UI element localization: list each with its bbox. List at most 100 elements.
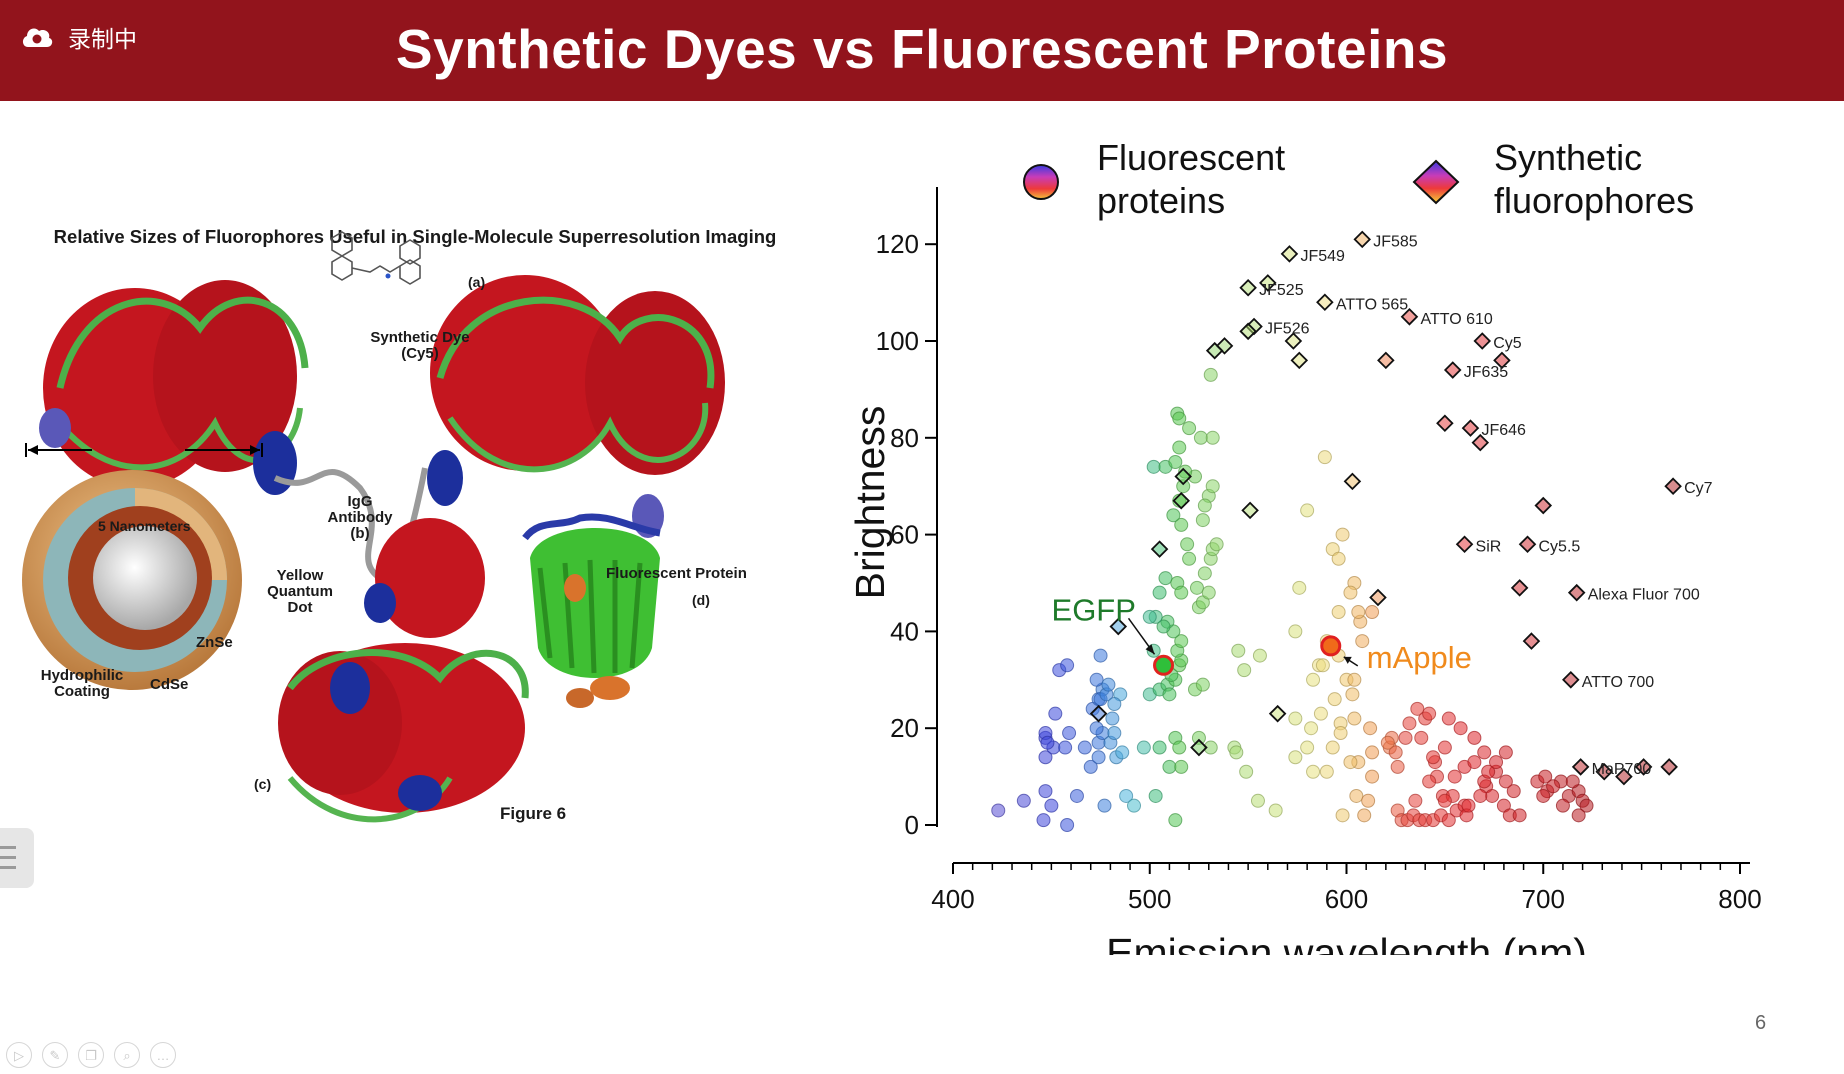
- figure-title: Relative Sizes of Fluorophores Useful in…: [53, 226, 777, 247]
- protein-point: [1300, 503, 1315, 518]
- copy-icon[interactable]: ❐: [78, 1042, 104, 1068]
- fluorophore-label: ATTO 565: [1336, 296, 1408, 313]
- protein-point: [1089, 672, 1104, 687]
- protein-point: [1477, 745, 1492, 760]
- protein-point: [1182, 551, 1197, 566]
- y-tick-label: 40: [890, 616, 919, 646]
- protein-point: [1091, 750, 1106, 765]
- protein-point: [1380, 735, 1395, 750]
- pen-icon[interactable]: ✎: [42, 1042, 68, 1068]
- protein-point: [1089, 721, 1104, 736]
- protein-point: [1506, 784, 1521, 799]
- znse-label: ZnSe: [196, 634, 233, 651]
- fluorophore-point: [1493, 351, 1511, 370]
- fluorophore-point: [1510, 579, 1529, 597]
- cy5-molecule-illustration: [331, 231, 421, 285]
- protein-point: [1347, 672, 1362, 687]
- x-tick-label: 400: [931, 884, 974, 914]
- mapple-highlight-point: [1320, 635, 1342, 657]
- protein-point: [1107, 697, 1122, 711]
- protein-point: [1579, 798, 1594, 813]
- protein-point: [1335, 808, 1350, 823]
- fluorophore-point: [1284, 332, 1303, 350]
- presentation-toolbar: ▷ ✎ ❐ ⌕ …: [6, 1042, 176, 1068]
- protein-point: [1136, 740, 1151, 755]
- protein-point: [1197, 498, 1212, 513]
- fluorophore-point: [1567, 583, 1586, 602]
- fluorophore-point: [1436, 414, 1454, 433]
- protein-point: [1441, 711, 1456, 726]
- protein-point: [1069, 788, 1084, 803]
- protein-point: [1172, 440, 1187, 455]
- protein-point: [1306, 764, 1321, 779]
- fluorophore-point: [1150, 540, 1169, 558]
- protein-point: [1512, 808, 1527, 823]
- protein-point: [1268, 803, 1283, 818]
- fluorophore-point: [1455, 535, 1474, 554]
- fluorophore-label: Cy5.5: [1539, 538, 1581, 555]
- fluorophore-point: [1595, 762, 1614, 781]
- fluorophore-point: [1343, 472, 1362, 491]
- fluorophore-point: [1290, 351, 1309, 370]
- protein-point: [1331, 605, 1346, 620]
- protein-point: [1473, 788, 1488, 803]
- title-bar: [0, 0, 1844, 101]
- protein-point: [1306, 672, 1321, 687]
- synthetic-dye-label: Synthetic Dye (Cy5): [370, 329, 470, 362]
- protein-point: [1250, 793, 1265, 808]
- protein-point: [1453, 721, 1468, 736]
- protein-point: [1426, 750, 1441, 765]
- fluorophore-point: [1239, 278, 1257, 297]
- fluorophore-point: [1089, 704, 1108, 723]
- protein-point: [1197, 566, 1212, 581]
- protein-point: [1152, 740, 1167, 755]
- fluorophore-point: [1562, 671, 1580, 689]
- more-icon[interactable]: …: [150, 1042, 176, 1068]
- protein-point: [1300, 740, 1315, 755]
- protein-point: [1343, 585, 1358, 600]
- protein-point: [1162, 759, 1177, 774]
- protein-point: [1229, 745, 1244, 760]
- protein-point: [1195, 513, 1210, 528]
- protein-point: [1317, 450, 1332, 465]
- protein-point: [1174, 634, 1189, 649]
- recording-label: 录制中: [68, 27, 137, 53]
- protein-point: [1422, 774, 1437, 789]
- protein-point: [1146, 459, 1161, 474]
- protein-point: [1172, 740, 1187, 755]
- protein-point: [1365, 605, 1380, 620]
- protein-point: [1441, 813, 1456, 828]
- sidebar-toggle-button[interactable]: [0, 828, 34, 888]
- fluorophore-point: [1190, 738, 1208, 757]
- protein-point: [1481, 764, 1496, 779]
- zoom-icon[interactable]: ⌕: [114, 1042, 140, 1068]
- protein-point: [1347, 711, 1362, 726]
- protein-point: [1571, 808, 1586, 823]
- play-icon[interactable]: ▷: [6, 1042, 32, 1068]
- x-tick-label: 600: [1325, 884, 1368, 914]
- protein-point: [1201, 585, 1216, 600]
- protein-point: [1327, 692, 1342, 707]
- protein-point: [1040, 735, 1055, 750]
- recording-indicator[interactable]: 录制中: [20, 20, 137, 54]
- x-tick-label: 800: [1718, 884, 1761, 914]
- legend-label-line: Fluorescent: [1097, 137, 1285, 178]
- fluorophore-label: JF646: [1481, 422, 1526, 439]
- y-tick-label: 0: [905, 810, 919, 840]
- protein-point: [1119, 788, 1134, 803]
- fluorophore-point: [1461, 419, 1480, 437]
- protein-point: [1193, 430, 1208, 445]
- fluorophore-size-figure: [22, 231, 725, 823]
- cloud-record-icon: [22, 28, 53, 47]
- protein-point: [1288, 624, 1303, 639]
- protein-point: [1536, 788, 1551, 803]
- protein-point: [1437, 740, 1452, 755]
- fluorophore-label: ATTO 610: [1420, 311, 1492, 328]
- protein-point: [1189, 580, 1204, 595]
- fluorophore-label: MaP700: [1592, 761, 1652, 778]
- fluorophore-label: SiR: [1476, 538, 1502, 555]
- protein-point: [1467, 755, 1482, 770]
- protein-point: [1093, 648, 1108, 663]
- protein-point: [1288, 750, 1303, 765]
- fluorophore-label: ATTO 700: [1582, 674, 1654, 691]
